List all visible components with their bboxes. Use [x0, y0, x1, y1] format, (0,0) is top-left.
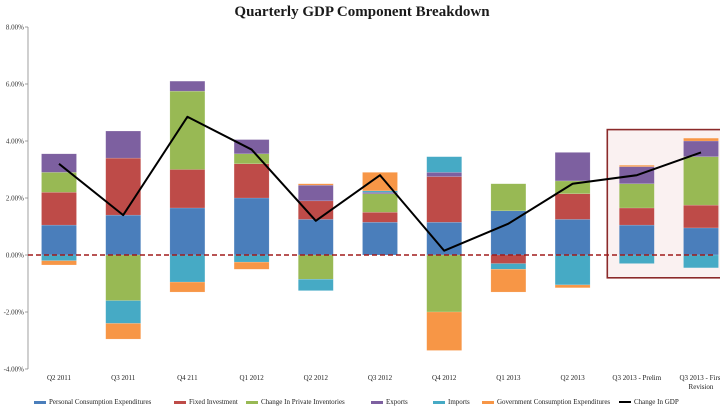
bar-segment — [233, 254, 270, 263]
bar-segment — [41, 254, 77, 261]
bar-segment — [619, 183, 655, 209]
x-tick-label: Q4 211 — [177, 374, 198, 382]
bars-layer — [41, 80, 719, 351]
bar-segment — [490, 183, 527, 212]
legend-swatch — [482, 401, 494, 404]
bar-segment — [490, 263, 527, 270]
x-tick-label: Q2 2012 — [304, 374, 329, 382]
bar-segment — [298, 184, 334, 202]
bar-segment — [683, 156, 719, 206]
bar-segment — [554, 193, 591, 220]
legend-swatch — [433, 401, 445, 404]
legend-label: Change In GDP — [634, 398, 679, 406]
x-tick-label: Q3 2012 — [368, 374, 393, 382]
bar-segment — [298, 254, 334, 280]
bar-segment — [105, 300, 141, 324]
x-tick-label: Q3 2013 - Prelim — [612, 374, 661, 382]
bar-segment — [169, 207, 206, 256]
bar-segment — [169, 169, 206, 209]
bar-segment — [426, 176, 462, 223]
bar-segment — [554, 152, 591, 182]
bar-segment — [169, 281, 206, 293]
bar-segment — [41, 224, 77, 256]
bar-segment — [362, 212, 398, 223]
chart-title: Quarterly GDP Component Breakdown — [234, 4, 490, 20]
bar-segment — [41, 172, 77, 193]
bar-segment — [169, 80, 206, 92]
bar-segment — [233, 163, 270, 199]
bar-segment — [683, 254, 719, 269]
bar-segment — [298, 183, 334, 186]
y-tick-label: 8.00% — [6, 24, 24, 32]
bar-segment — [619, 165, 655, 167]
bar-segment — [41, 153, 77, 173]
bar-segment — [105, 323, 141, 340]
bar-segment — [362, 193, 398, 213]
bar-segment — [233, 139, 270, 155]
bar-segment — [169, 254, 206, 283]
legend-label: Exports — [386, 398, 408, 406]
bar-segment — [298, 219, 334, 256]
y-tick-label: 0.00% — [6, 252, 24, 260]
legend-swatch — [34, 401, 46, 404]
bar-segment — [169, 90, 206, 170]
bar-segment — [683, 204, 719, 229]
bar-segment — [298, 200, 334, 220]
x-tick-label: Revision — [689, 383, 714, 391]
y-tick-label: -4.00% — [4, 366, 25, 374]
x-tick-label: Q4 2012 — [432, 374, 457, 382]
legend: Personal Consumption Expenditures Fixed I… — [34, 398, 679, 406]
bar-segment — [490, 269, 527, 293]
bar-segment — [105, 254, 141, 301]
bar-segment — [554, 284, 591, 288]
y-tick-label: 2.00% — [6, 195, 24, 203]
bar-segment — [298, 279, 334, 291]
x-tick-label: Q2 2011 — [47, 374, 72, 382]
bar-segment — [619, 207, 655, 226]
bar-segment — [619, 254, 655, 264]
bar-segment — [683, 137, 719, 142]
bar-segment — [105, 214, 141, 256]
legend-label: Personal Consumption Expenditures — [49, 398, 152, 406]
bar-segment — [362, 222, 398, 256]
legend-swatch — [174, 401, 186, 404]
bar-segment — [426, 254, 462, 313]
bar-segment — [554, 254, 591, 286]
bar-segment — [233, 197, 270, 256]
bar-segment — [554, 219, 591, 256]
y-axis: 8.00% 6.00% 4.00% 2.00% 0.00% -2.00% -4.00% — [4, 24, 29, 374]
legend-label: Change In Private Inventories — [261, 398, 345, 406]
legend-label: Imports — [448, 398, 470, 406]
gdp-line-layer — [58, 115, 702, 252]
legend-swatch — [246, 401, 258, 404]
bar-segment — [490, 210, 527, 256]
x-tick-label: Q2 2013 — [560, 374, 585, 382]
x-axis-labels: Q2 2011 Q3 2011 Q4 211 Q1 2012 Q2 2012 Q3 201… — [47, 374, 720, 391]
bar-segment — [41, 260, 77, 266]
bar-segment — [426, 311, 462, 351]
x-tick-label: Q1 2012 — [239, 374, 264, 382]
bar-segment — [233, 261, 270, 270]
bar-segment — [683, 227, 719, 256]
legend-label: Government Consumption Expenditures — [497, 398, 610, 406]
bar-segment — [426, 156, 462, 173]
y-tick-label: -2.00% — [4, 309, 25, 317]
bar-segment — [619, 224, 655, 256]
legend-swatch — [371, 401, 383, 404]
y-tick-label: 6.00% — [6, 81, 24, 89]
bar-segment — [105, 130, 141, 159]
bar-segment — [490, 254, 527, 264]
x-tick-label: Q1 2013 — [496, 374, 521, 382]
bar-segment — [426, 172, 462, 177]
legend-label: Fixed Investment — [189, 398, 238, 406]
x-tick-label: Q3 2013 - First — [680, 374, 720, 382]
bar-segment — [683, 140, 719, 157]
bar-segment — [41, 192, 77, 226]
bar-segment — [362, 192, 398, 194]
x-tick-label: Q3 2011 — [111, 374, 136, 382]
gdp-line — [58, 115, 702, 252]
y-tick-label: 4.00% — [6, 138, 24, 146]
